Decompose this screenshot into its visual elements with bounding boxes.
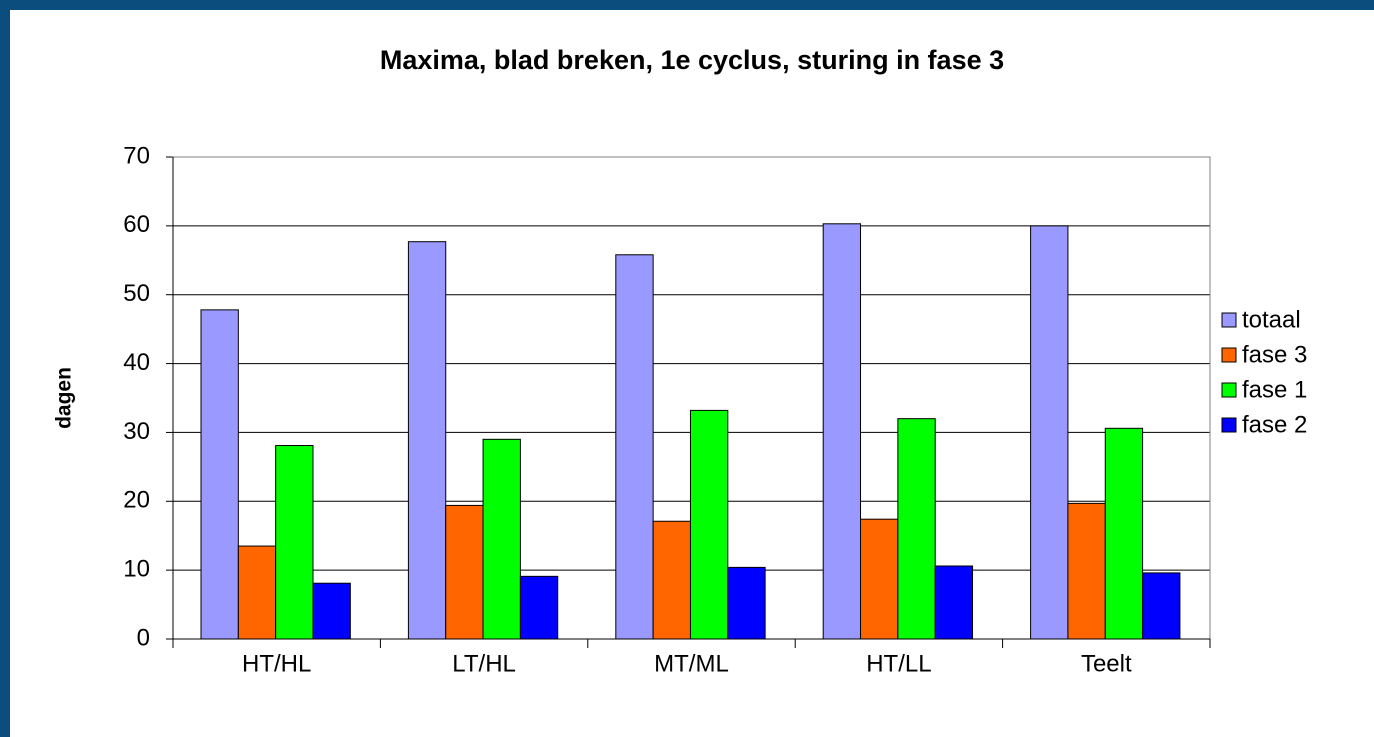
legend-label: fase 3	[1242, 341, 1307, 368]
legend-swatch	[1221, 417, 1237, 433]
bar	[312, 582, 351, 640]
bar	[822, 223, 862, 640]
bar	[445, 504, 484, 640]
legend-label: fase 2	[1242, 411, 1307, 438]
y-tick-label: 30	[123, 418, 150, 445]
legend-swatch	[1221, 312, 1237, 328]
bar	[1030, 225, 1069, 640]
y-tick-label: 60	[123, 211, 150, 238]
bar	[934, 565, 974, 640]
x-tick-label: Teelt	[1081, 650, 1132, 677]
x-tick-label: LT/HL	[452, 650, 516, 677]
bar	[1067, 502, 1106, 640]
bar	[275, 445, 314, 640]
y-tick-label: 20	[123, 487, 150, 514]
bar	[200, 309, 239, 640]
bar	[1142, 572, 1181, 640]
legend-label: fase 1	[1242, 376, 1307, 403]
y-tick-label: 10	[123, 555, 150, 582]
legend-swatch	[1221, 347, 1237, 363]
bar	[897, 418, 936, 640]
legend-label: totaal	[1242, 306, 1301, 333]
bar	[689, 409, 729, 640]
bar	[407, 241, 447, 640]
bar	[652, 520, 691, 640]
bar	[615, 254, 654, 640]
bar	[482, 438, 521, 640]
bar	[1104, 427, 1144, 640]
y-tick-label: 50	[123, 280, 150, 307]
bar	[860, 518, 899, 640]
y-tick-label: 0	[137, 624, 150, 651]
bar	[727, 566, 766, 640]
frame-left	[0, 0, 10, 737]
y-tick-label: 40	[123, 349, 150, 376]
y-tick-label: 70	[123, 142, 150, 169]
legend-swatch	[1221, 382, 1237, 398]
x-tick-label: HT/LL	[866, 650, 931, 677]
chart-title: Maxima, blad breken, 1e cyclus, sturing …	[380, 45, 1004, 75]
frame-top	[0, 0, 1374, 10]
y-axis-label: dagen	[53, 367, 76, 429]
x-tick-label: MT/ML	[654, 650, 729, 677]
bar	[237, 545, 277, 640]
bar	[519, 575, 559, 640]
x-tick-label: HT/HL	[242, 650, 311, 677]
